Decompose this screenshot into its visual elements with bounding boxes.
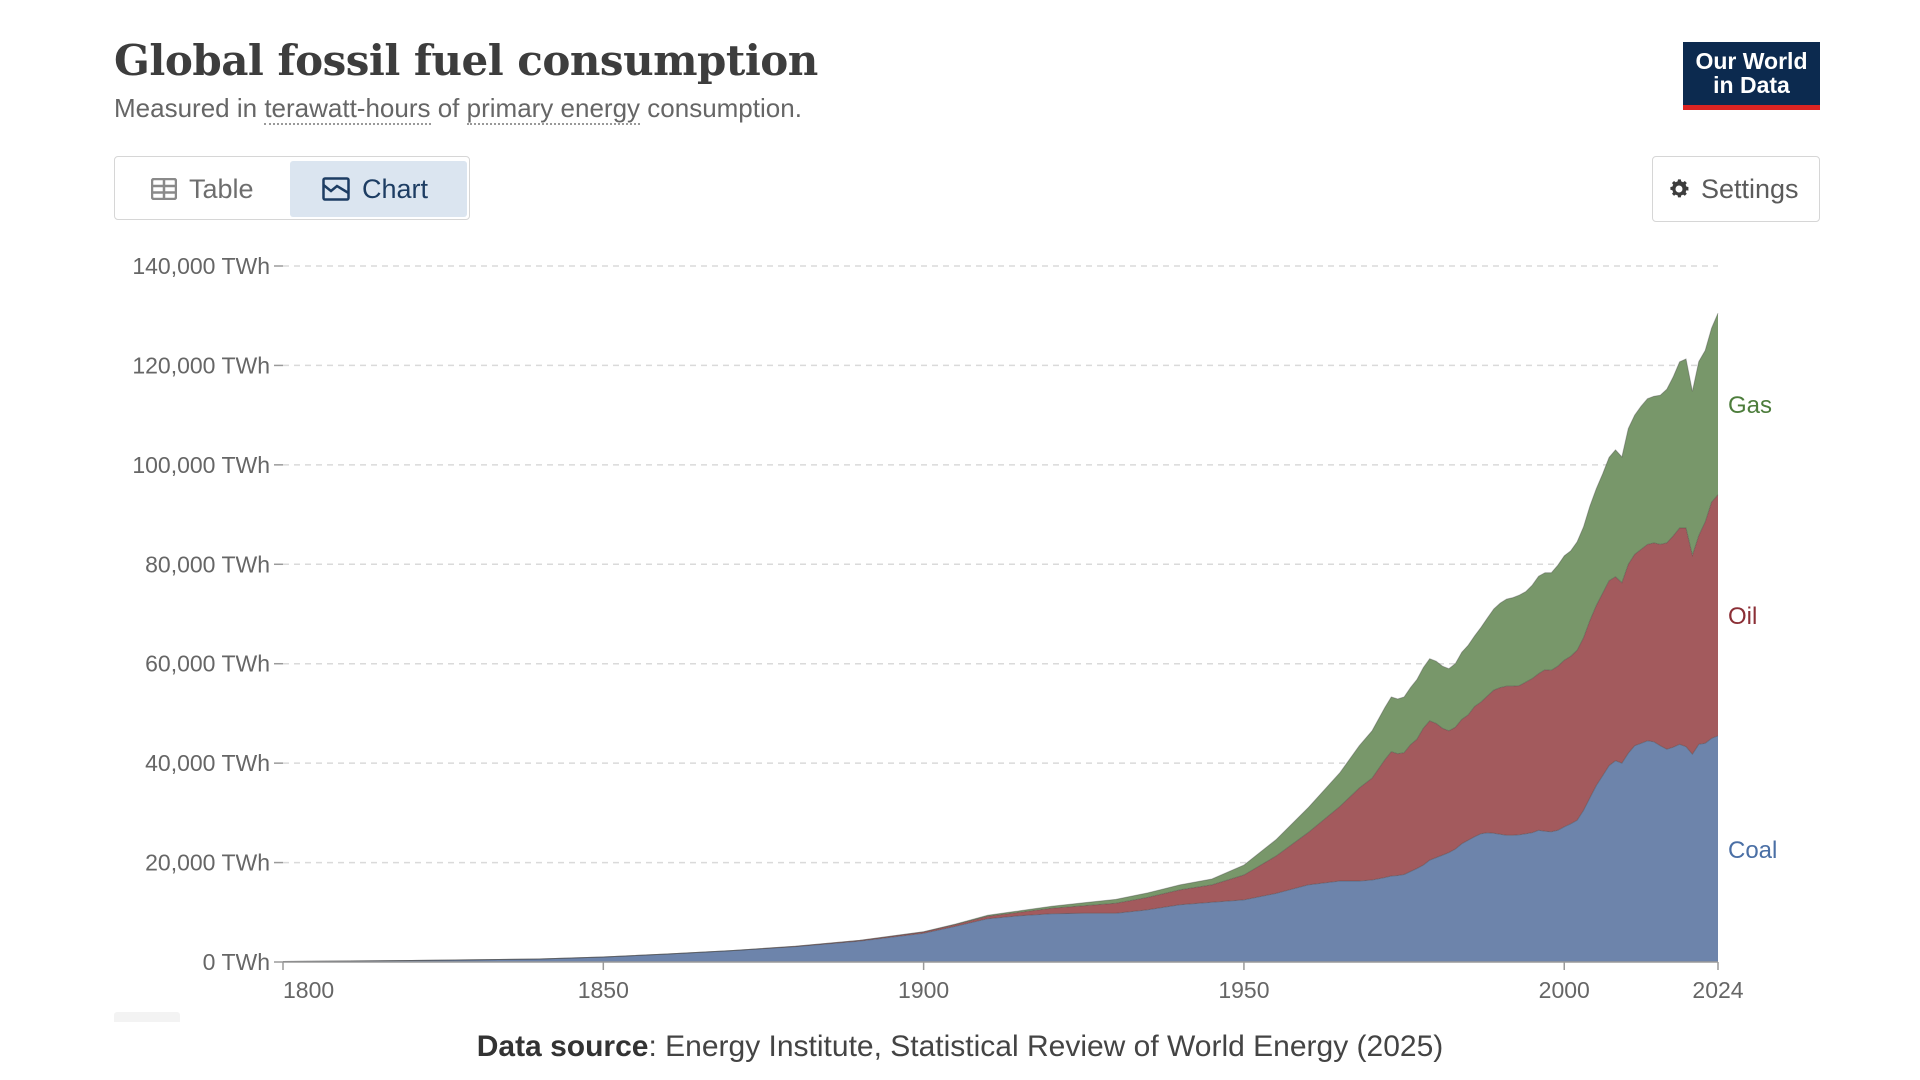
- series-labels: Coal Oil Gas: [1728, 392, 1777, 864]
- axes: 1800 1850 1900 1950 2000 2024: [282, 961, 1744, 1003]
- x-tick-label: 1850: [578, 977, 629, 1003]
- subtitle-suffix: consumption.: [640, 93, 802, 123]
- x-tick-label: 1900: [898, 977, 949, 1003]
- y-tick-label: 80,000 TWh: [145, 551, 270, 577]
- tab-table-label: Table: [189, 173, 254, 204]
- area-oil[interactable]: [283, 494, 1718, 962]
- y-tick-label: 20,000 TWh: [145, 850, 270, 876]
- tab-chart-label: Chart: [362, 173, 429, 204]
- data-source-label: Data source: [476, 1030, 649, 1063]
- series-label-gas: Gas: [1728, 392, 1772, 419]
- terawatt-hours-link[interactable]: terawatt-hours: [264, 93, 431, 125]
- gridlines: 0 TWh 20,000 TWh 40,000 TWh 60,000 TWh 80,00…: [132, 253, 1718, 975]
- x-tick-label: 1950: [1218, 977, 1269, 1003]
- data-source: Data source: Energy Institute, Statistic…: [0, 1030, 1920, 1064]
- table-icon: [151, 178, 177, 200]
- y-tick-label: 40,000 TWh: [145, 750, 270, 776]
- y-tick-label: 0 TWh: [203, 949, 270, 975]
- our-world-in-data-logo[interactable]: Our World in Data: [1683, 42, 1820, 110]
- series-areas: [282, 313, 1719, 962]
- logo-line-2: in Data: [1713, 72, 1790, 98]
- area-edge-coal: [282, 735, 1719, 962]
- area-edge-oil: [282, 494, 1719, 962]
- logo-line-1: Our World: [1695, 48, 1808, 74]
- y-tick-label: 120,000 TWh: [132, 352, 270, 378]
- y-tick-label: 140,000 TWh: [132, 253, 270, 279]
- gear-icon: [1670, 179, 1689, 198]
- area-edge-gas: [282, 313, 1719, 962]
- data-source-text: : Energy Institute, Statistical Review o…: [648, 1030, 1444, 1063]
- x-tick-label: 1800: [283, 977, 334, 1003]
- footer-tab: [114, 1012, 180, 1022]
- chart-subtitle: Measured in terawatt-hours of primary en…: [114, 93, 802, 125]
- y-tick-label: 100,000 TWh: [132, 452, 270, 478]
- y-tick-label: 60,000 TWh: [145, 651, 270, 677]
- subtitle-mid: of: [430, 93, 467, 123]
- stacked-area-chart: 0 TWh 20,000 TWh 40,000 TWh 60,000 TWh 80,00…: [132, 253, 1777, 1003]
- series-label-coal: Coal: [1728, 837, 1777, 864]
- tab-table[interactable]: Table: [119, 161, 291, 217]
- series-label-oil: Oil: [1728, 603, 1757, 630]
- area-coal[interactable]: [283, 735, 1718, 962]
- primary-energy-link[interactable]: primary energy: [466, 93, 641, 125]
- x-tick-label: 2000: [1539, 977, 1590, 1003]
- chart-title: Global fossil fuel consumption: [114, 36, 818, 85]
- tab-chart[interactable]: Chart: [290, 161, 467, 217]
- settings-label: Settings: [1701, 173, 1799, 204]
- x-tick-label: 2024: [1692, 977, 1743, 1003]
- subtitle-prefix: Measured in: [114, 93, 265, 123]
- view-toggle: Table Chart: [114, 156, 470, 220]
- settings-button[interactable]: Settings: [1652, 156, 1820, 222]
- area-chart-icon: [322, 177, 350, 201]
